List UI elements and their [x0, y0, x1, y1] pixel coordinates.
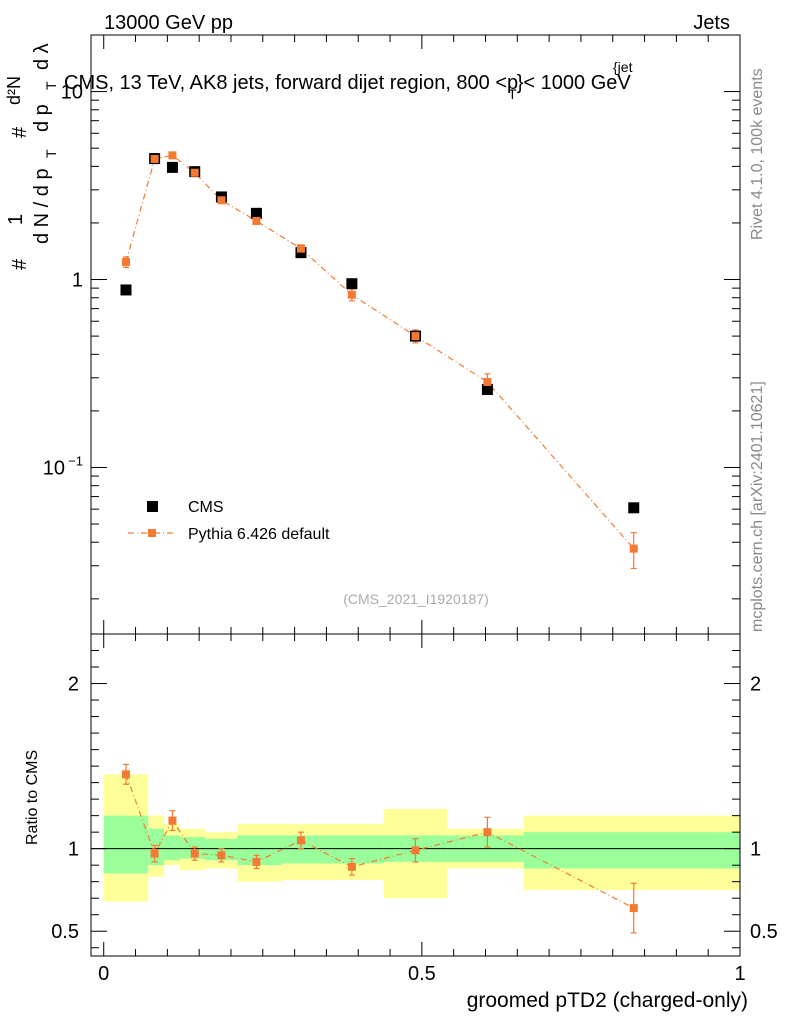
cms-point — [166, 161, 178, 173]
pythia-point — [150, 154, 159, 163]
cms-point — [346, 278, 358, 290]
ratio-point — [411, 846, 420, 855]
ratio-point — [252, 857, 261, 866]
x-axis-label: groomed pTD2 (charged-only) — [467, 989, 748, 1012]
pythia-point — [121, 257, 130, 266]
pythia-point — [296, 244, 305, 253]
ratio-point — [150, 849, 159, 858]
legend: CMS Pythia 6.426 default — [128, 499, 330, 543]
ylabel-t2: T — [43, 81, 59, 90]
pythia-point — [217, 196, 226, 205]
legend-pythia-label: Pythia 6.426 default — [188, 526, 330, 543]
ratio-y-tick-label: 2 — [68, 674, 79, 696]
ylabel-dl: d λ — [31, 43, 53, 70]
title-sup: {jet — [613, 59, 633, 75]
ratio-y-tick-label: 0.5 — [51, 921, 79, 943]
cms-point — [628, 502, 640, 514]
ratio-y-tick-label: 1 — [68, 839, 79, 861]
legend-pythia-marker — [148, 529, 156, 537]
ratio-frame — [90, 633, 741, 957]
ylabel-hash-2: # — [9, 126, 31, 138]
ratio-point — [296, 836, 305, 845]
pythia-point — [411, 332, 420, 341]
legend-cms-marker — [147, 501, 158, 512]
ratio-y-tick-label-right: 0.5 — [750, 921, 778, 943]
cms-point — [481, 383, 493, 395]
stat-uncertainty-band — [164, 835, 181, 861]
ratio-point — [190, 849, 199, 858]
title-end: }< 1000 GeV — [517, 72, 632, 94]
pythia-point — [629, 544, 638, 553]
stat-uncertainty-band — [148, 828, 165, 866]
ratio-point — [629, 904, 638, 913]
main-title: CMS, 13 TeV, AK8 jets, forward dijet reg… — [64, 72, 631, 102]
stat-uncertainty-band — [523, 832, 740, 869]
stat-uncertainty-band — [103, 815, 149, 874]
ylabel-d2n: d²N — [4, 76, 24, 105]
cms-point — [250, 207, 262, 219]
x-tick-label: 0 — [98, 963, 109, 985]
legend-cms-label: CMS — [188, 499, 224, 516]
y-tick-label: 1 — [72, 270, 83, 292]
ratio-point — [121, 770, 130, 779]
pythia-point — [190, 168, 199, 177]
cms-point — [295, 247, 307, 259]
ylabel-dpt: d p — [31, 104, 53, 132]
ylabel-dn: d N / d p — [31, 168, 53, 244]
rivet-version: Rivet 4.1.0, 100k events — [749, 68, 766, 240]
watermark: (CMS_2021_I1920187) — [343, 591, 489, 607]
ratio-ylabel: Ratio to CMS — [24, 750, 41, 845]
mcplots-credit: mcplots.cern.ch [arXiv:2401.10621] — [749, 381, 766, 632]
ylabel-hash-1: # — [9, 258, 31, 270]
ratio-y-tick-label-right: 2 — [750, 674, 761, 696]
header-left: 13000 GeV pp — [104, 12, 233, 34]
x-tick-label: 1 — [734, 963, 745, 985]
ylabel-one: 1 — [5, 214, 27, 225]
pythia-line — [125, 154, 635, 550]
cms-point — [120, 284, 132, 296]
ratio-y-tick-label-right: 1 — [750, 839, 761, 861]
ratio-point — [483, 828, 492, 837]
title-sub: T — [508, 86, 517, 102]
ratio-point — [217, 851, 226, 860]
y-tick-label-exp: −1 — [68, 453, 83, 468]
x-tick-label: 0.5 — [408, 963, 436, 985]
ratio-point — [347, 862, 356, 871]
ylabel-t1: T — [43, 149, 59, 158]
ratio-panel: 2 21 10.5 0.50 0.5 1 Ratio to CMS groomed pTD… — [24, 633, 778, 1012]
title-text: CMS, 13 TeV, AK8 jets, forward dijet reg… — [64, 72, 518, 94]
pythia-point — [168, 151, 177, 160]
header-right: Jets — [693, 12, 730, 34]
ratio-point — [168, 816, 177, 825]
y-tick-label: 10 — [43, 457, 65, 479]
pythia-point — [347, 290, 356, 299]
pythia-point — [252, 216, 261, 225]
y-tick-label: 10 — [61, 82, 83, 104]
stat-uncertainty-band — [180, 837, 206, 859]
main-ylabel: # 1 d N / d p T # d²N d p T d λ — [4, 43, 59, 270]
pythia-point — [483, 377, 492, 386]
